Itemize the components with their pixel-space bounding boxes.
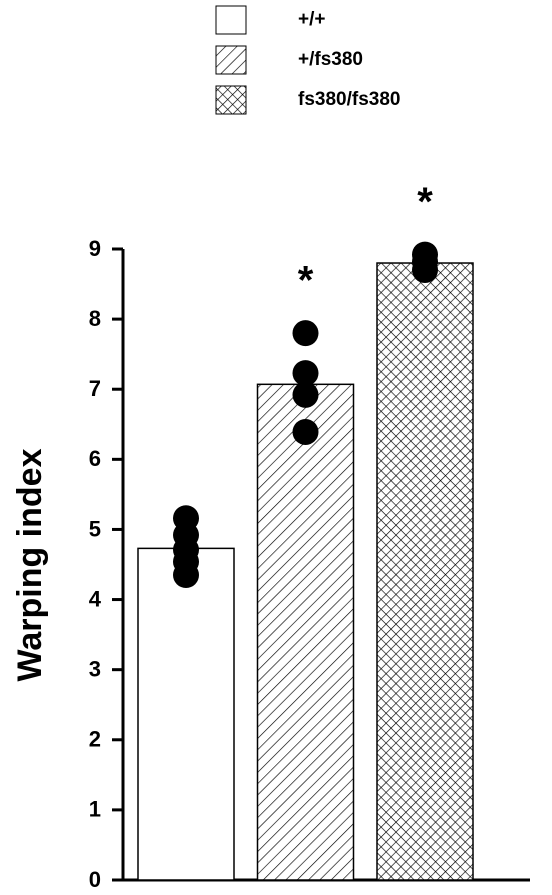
legend-label: +/fs380	[298, 49, 363, 70]
y-axis-title: Warping index	[11, 448, 49, 681]
legend-label: +/+	[298, 9, 325, 30]
legend-swatch	[215, 85, 247, 115]
bar	[256, 383, 355, 881]
y-tick-label: 0	[89, 867, 101, 892]
y-tick-label: 5	[89, 516, 101, 541]
y-tick-label: 7	[89, 376, 101, 401]
y-tick-label: 4	[89, 586, 102, 611]
legend-label: fs380/fs380	[298, 89, 400, 110]
data-point	[292, 360, 319, 387]
legend-swatch	[215, 45, 247, 75]
bar	[376, 262, 474, 881]
data-point	[173, 562, 199, 589]
y-tick-label: 1	[89, 797, 101, 822]
data-point	[292, 320, 319, 347]
data-point	[292, 381, 319, 408]
y-tick-label: 8	[89, 306, 101, 331]
data-point	[292, 418, 319, 445]
bar	[137, 547, 235, 881]
data-point	[412, 257, 438, 284]
legend-swatch	[215, 5, 247, 35]
y-tick-label: 3	[89, 656, 101, 681]
significance-marker: *	[417, 180, 433, 224]
y-tick-label: 2	[89, 727, 101, 752]
significance-marker: *	[298, 259, 314, 303]
y-tick-label: 6	[89, 446, 101, 471]
y-tick-label: 9	[89, 236, 101, 261]
